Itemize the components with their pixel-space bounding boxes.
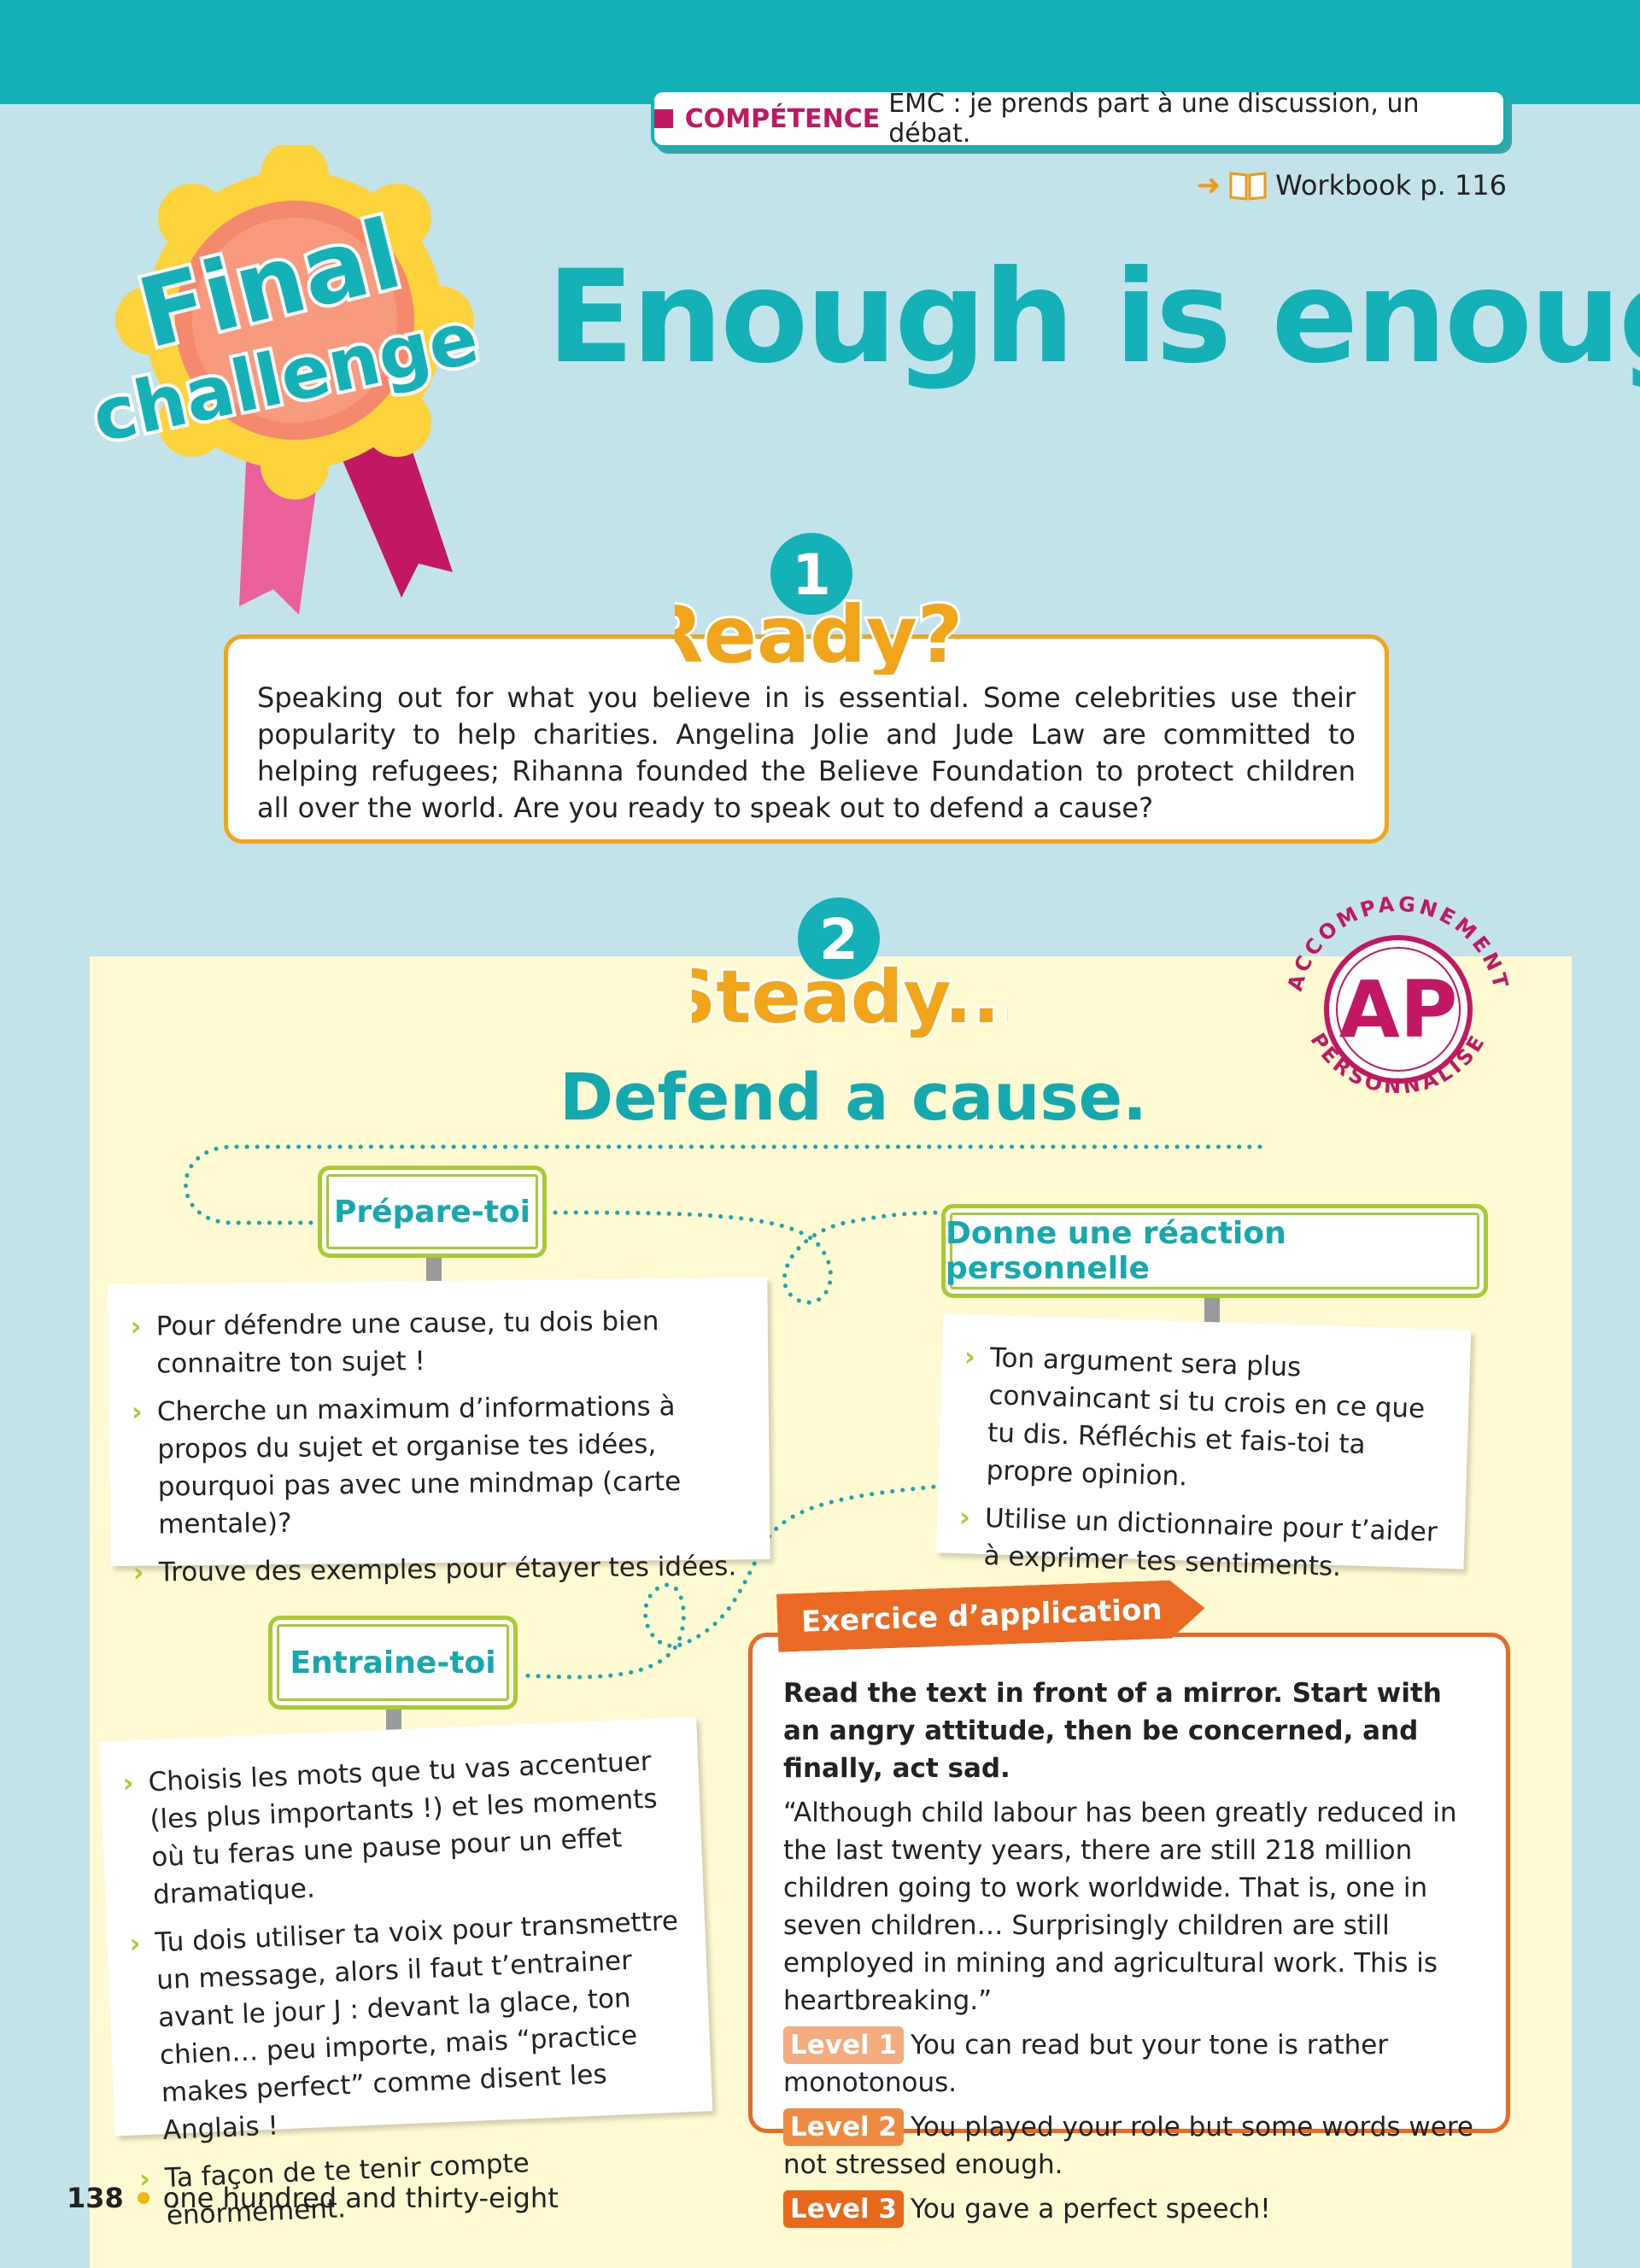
step-2-number: 2: [819, 907, 858, 973]
ribbon-right: [325, 418, 453, 598]
list-item: › Trouve des exemples pour étayer tes idé…: [133, 1547, 750, 1592]
chevron-right-icon: ›: [132, 1557, 144, 1588]
top-banner: [0, 0, 1640, 104]
arrow-right-icon: ➜: [1196, 168, 1221, 202]
page-words: one hundred and thirty-eight: [162, 2182, 559, 2214]
exercise-box: Read the text in front of a mirror. Star…: [748, 1633, 1510, 2228]
reaction-card: › Ton argument sera plus convaincant si t…: [935, 1313, 1472, 1582]
exercise-instruction: Read the text in front of a mirror. Star…: [783, 1678, 1442, 1784]
level-row: Level 2 You played your role but some wor…: [783, 2108, 1480, 2183]
reaction-label: Donne une réaction personnelle: [946, 1216, 1286, 1286]
square-bullet-icon: [654, 109, 673, 128]
reaction-post: [1204, 1298, 1220, 1324]
ready-box: Speaking out for what you believe in is …: [224, 634, 1389, 844]
page-title: Enough is enough!: [547, 243, 1640, 392]
list-item: › Cherche un maximum d’informations à pro…: [131, 1391, 682, 1540]
competence-box: COMPÉTENCE EMC : je prends part à une di…: [651, 89, 1507, 149]
step-1-number: 1: [792, 542, 831, 608]
step-2-circle: [798, 897, 880, 979]
page-number: 138: [67, 2182, 124, 2214]
ready-text: Speaking out for what you believe in is …: [257, 681, 1356, 824]
level-row: Level 1 You can read but your tone is rat…: [783, 2026, 1480, 2101]
prepare-post: [426, 1258, 442, 1283]
entraine-card: › Choisis les mots que tu vas accentuer (…: [98, 1716, 713, 2231]
level-row: Level 3 You gave a perfect speech!: [783, 2190, 1480, 2228]
book-icon: [1229, 172, 1267, 201]
steady-heading-text: Steady...: [692, 955, 1008, 1038]
ready-heading-text: Ready?: [675, 589, 963, 675]
workbook-reference: ➜ Workbook p. 116: [1197, 168, 1507, 202]
list-item: › Tu dois utiliser ta voix pour transmett…: [128, 1905, 679, 2147]
ready-heading: 1 Ready?: [675, 533, 965, 675]
level-badge: Level 1: [783, 2026, 904, 2064]
page-footer: 138 one hundred and thirty-eight: [67, 2182, 559, 2214]
prepare-card: › Pour défendre une cause, tu dois bien c…: [108, 1277, 770, 1588]
bullet-dot-icon: [137, 2192, 149, 2204]
chevron-right-icon: ›: [121, 1768, 135, 1799]
steady-subtitle: Defend a cause.: [559, 1059, 1148, 1135]
list-item: › Choisis les mots que tu vas accentuer (…: [121, 1745, 659, 1911]
chevron-right-icon: ›: [964, 1342, 976, 1373]
level-badge: Level 2: [783, 2108, 904, 2146]
competence-label: COMPÉTENCE: [684, 103, 881, 134]
rosette-icon: [115, 145, 474, 500]
list-item: › Utilise un dictionnaire pour t’aider à …: [958, 1499, 1444, 1589]
chevron-right-icon: ›: [128, 1928, 142, 1960]
workbook-text: Workbook p. 116: [1275, 169, 1507, 202]
steady-heading: 2 Steady...: [692, 897, 1008, 1038]
list-item: › Pour défendre une cause, tu dois bien c…: [130, 1306, 659, 1380]
prepare-tag: Prépare-toi: [318, 1166, 547, 1258]
exercise-banner-text: Exercice d’application: [800, 1593, 1163, 1640]
chevron-right-icon: ›: [130, 1311, 142, 1342]
entraine-post: [386, 1710, 401, 1733]
entraine-tag: Entraine-toi: [268, 1616, 518, 1710]
list-item: › Ton argument sera plus convaincant si t…: [960, 1338, 1450, 1504]
prepare-label: Prépare-toi: [333, 1194, 530, 1230]
reaction-tag: Donne une réaction personnelle: [941, 1204, 1488, 1298]
chevron-right-icon: ›: [958, 1502, 971, 1534]
step-1-circle: [770, 533, 852, 615]
entraine-label: Entraine-toi: [290, 1645, 496, 1681]
level-badge: Level 3: [783, 2190, 904, 2228]
ap-letters: AP: [1339, 964, 1458, 1055]
ap-stamp: AP ACCOMPAGNEMENT PERSONNALISÉ: [1283, 891, 1510, 1098]
competence-text: EMC : je prends part à une discussion, u…: [888, 89, 1420, 149]
final-challenge-badge: Final challenge: [82, 145, 489, 615]
chevron-right-icon: ›: [131, 1396, 143, 1428]
exercise-quote: “Although child labour has been greatly …: [783, 1797, 1457, 2016]
